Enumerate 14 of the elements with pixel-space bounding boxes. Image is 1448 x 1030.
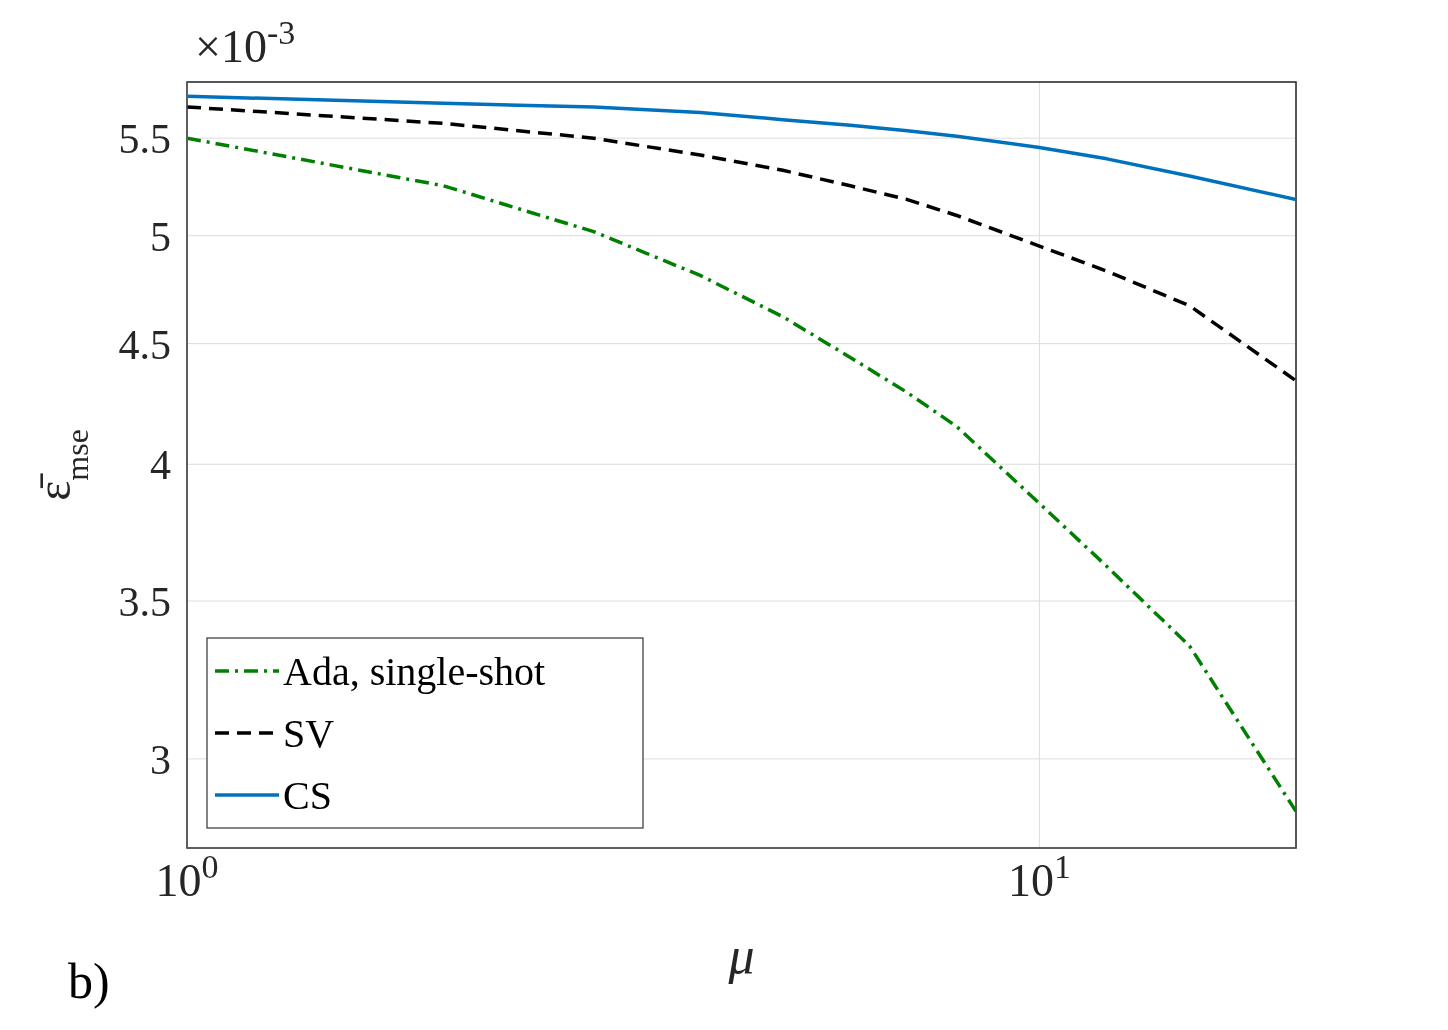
y-tick-label: 3 (150, 736, 171, 783)
legend-label: SV (283, 711, 335, 756)
y-tick-label: 4.5 (118, 321, 171, 368)
y-tick-label: 4 (150, 442, 171, 489)
x-tick-label: 10$^{1}$ (1007, 847, 1071, 906)
y-tick-label: 5 (150, 213, 171, 260)
x-tick-label: 10$^{0}$ (155, 847, 219, 906)
text: ×10$^{-3}$ (195, 13, 296, 72)
legend-label: Ada, single-shot (283, 649, 546, 694)
text: b) (68, 953, 110, 1009)
y-tick-label: 3.5 (118, 579, 171, 626)
y-tick-label: 5.5 (118, 116, 171, 163)
legend-label: CS (283, 773, 332, 818)
x-axis-title: μ (727, 927, 755, 984)
